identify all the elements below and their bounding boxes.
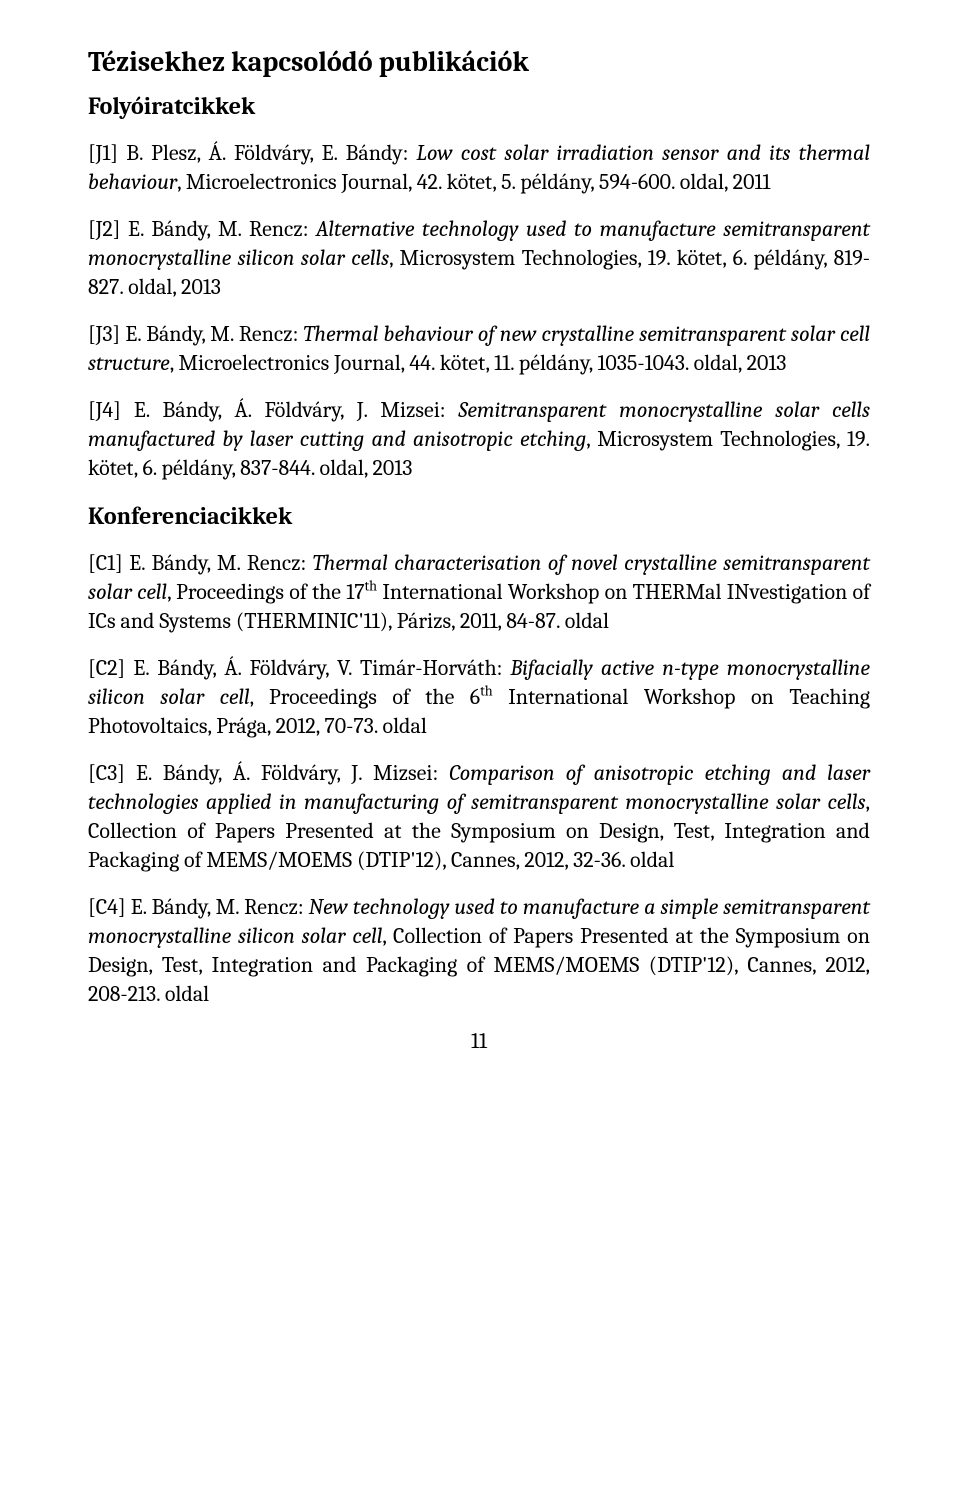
ref-c1-sup: th (365, 577, 378, 594)
section-conference-heading: Konferenciacikkek (88, 501, 870, 533)
ref-j3-post: , Microelectronics Journal, 44. kötet, 1… (170, 350, 787, 376)
ref-c2-pre: [C2] E. Bándy, Á. Földváry, V. Timár-Hor… (88, 655, 510, 681)
ref-j2: [J2] E. Bándy, M. Rencz: Alternative tec… (88, 215, 870, 302)
ref-c1-pre: [C1] E. Bándy, M. Rencz: (88, 550, 313, 576)
ref-c1: [C1] E. Bándy, M. Rencz: Thermal charact… (88, 549, 870, 636)
ref-c3-pre: [C3] E. Bándy, Á. Földváry, J. Mizsei: (88, 760, 449, 786)
ref-j3: [J3] E. Bándy, M. Rencz: Thermal behavio… (88, 320, 870, 378)
ref-j4: [J4] E. Bándy, Á. Földváry, J. Mizsei: S… (88, 396, 870, 483)
ref-j2-pre: [J2] E. Bándy, M. Rencz: (88, 216, 316, 242)
ref-j1-post: , Microelectronics Journal, 42. kötet, 5… (177, 169, 770, 195)
ref-c2: [C2] E. Bándy, Á. Földváry, V. Timár-Hor… (88, 654, 870, 741)
ref-c3: [C3] E. Bándy, Á. Földváry, J. Mizsei: C… (88, 759, 870, 875)
ref-j3-pre: [J3] E. Bándy, M. Rencz: (88, 321, 303, 347)
page-number: 11 (88, 1027, 870, 1056)
ref-c1-post1: , Proceedings of the 17 (167, 579, 364, 605)
ref-c4: [C4] E. Bándy, M. Rencz: New technology … (88, 893, 870, 1009)
ref-j1-pre: [J1] B. Plesz, Á. Földváry, E. Bándy: (88, 140, 416, 166)
page-title: Tézisekhez kapcsolódó publikációk (88, 44, 870, 81)
ref-c2-sup: th (480, 682, 493, 699)
ref-c2-post1: , Proceedings of the 6 (250, 684, 481, 710)
ref-c4-pre: [C4] E. Bándy, M. Rencz: (88, 894, 309, 920)
ref-j4-pre: [J4] E. Bándy, Á. Földváry, J. Mizsei: (88, 397, 458, 423)
ref-j1: [J1] B. Plesz, Á. Földváry, E. Bándy: Lo… (88, 139, 870, 197)
section-journal-heading: Folyóiratcikkek (88, 91, 870, 123)
